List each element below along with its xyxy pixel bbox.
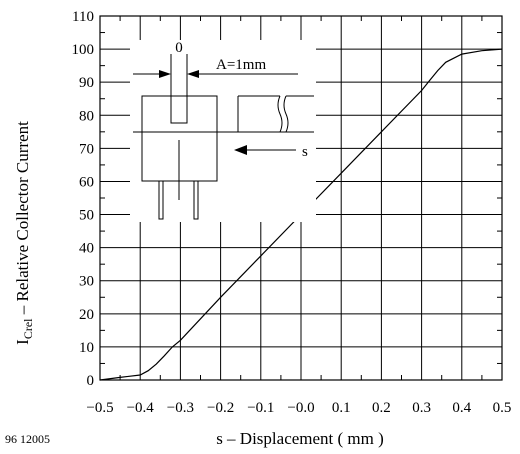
plot-frame bbox=[99, 15, 503, 381]
y-tick-label: 100 bbox=[72, 42, 95, 58]
direction-label: s bbox=[302, 144, 308, 160]
y-tick-label: 20 bbox=[79, 307, 94, 323]
sensor-lead-left bbox=[158, 180, 164, 220]
x-axis-ticks: −0.5 −0.4 −0.3 −0.2 −0.1 −0.0 0.1 0.2 0.3 0.4 0.5 bbox=[86, 400, 511, 416]
x-tick-label: 0.4 bbox=[452, 400, 471, 416]
y-tick-label: 10 bbox=[79, 340, 94, 356]
gap-label: 0 bbox=[175, 40, 183, 56]
y-tick-label: 70 bbox=[79, 141, 94, 157]
x-tick-label: −0.0 bbox=[287, 400, 314, 416]
y-tick-label: 60 bbox=[79, 174, 94, 190]
arrow-right-head bbox=[187, 70, 199, 78]
y-tick-label: 0 bbox=[87, 373, 95, 389]
shutter-plate bbox=[237, 95, 283, 133]
sensor-diagram-inset: 0 A=1mm s bbox=[130, 40, 316, 222]
x-axis-label: s – Displacement ( mm ) bbox=[216, 429, 384, 448]
x-tick-label: 0.1 bbox=[332, 400, 351, 416]
figure-code: 96 12005 bbox=[5, 432, 50, 446]
x-tick-label: −0.1 bbox=[247, 400, 274, 416]
y-axis-label-subscript: Crel bbox=[21, 318, 35, 339]
x-tick-label: 0.2 bbox=[372, 400, 391, 416]
aperture-label: A=1mm bbox=[216, 57, 266, 73]
y-tick-label: 90 bbox=[79, 75, 94, 91]
sensor-lead-right bbox=[193, 180, 199, 220]
direction-arrow-head bbox=[234, 145, 247, 155]
y-tick-label: 80 bbox=[79, 108, 94, 124]
shutter-plate-end bbox=[283, 95, 314, 133]
y-axis-label-main: I bbox=[13, 339, 32, 345]
x-tick-label: −0.5 bbox=[86, 400, 113, 416]
y-axis-ticks: 0 10 20 30 40 50 60 70 80 90 100 110 bbox=[72, 9, 95, 389]
y-tick-label: 30 bbox=[79, 274, 94, 290]
x-tick-label: 0.5 bbox=[493, 400, 512, 416]
y-tick-label: 110 bbox=[72, 9, 94, 25]
arrow-left-head bbox=[159, 70, 171, 78]
x-tick-label: −0.2 bbox=[207, 400, 234, 416]
y-axis-label: ICrel – Relative Collector Current bbox=[13, 121, 35, 345]
sensor-slot bbox=[170, 95, 188, 124]
y-tick-label: 50 bbox=[79, 208, 94, 224]
y-tick-label: 40 bbox=[79, 241, 94, 257]
x-tick-label: −0.3 bbox=[167, 400, 194, 416]
series-line bbox=[99, 48, 503, 381]
y-axis-label-rest: – Relative Collector Current bbox=[13, 121, 32, 319]
x-tick-label: −0.4 bbox=[127, 400, 155, 416]
x-tick-label: 0.3 bbox=[412, 400, 431, 416]
